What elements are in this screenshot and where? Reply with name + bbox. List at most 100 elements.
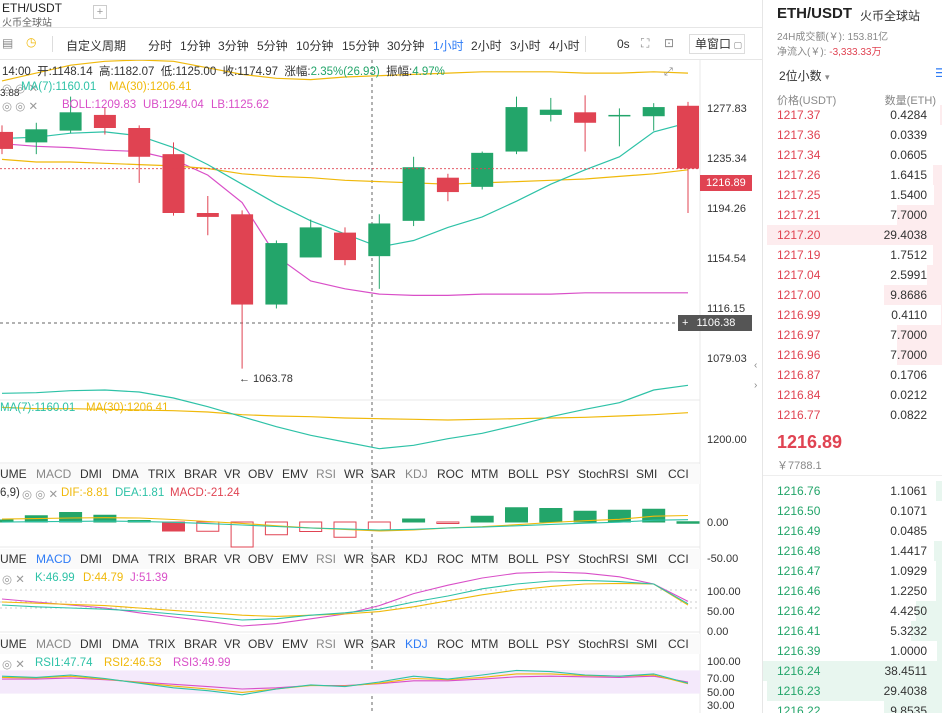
tab-vr[interactable]: VR xyxy=(224,467,241,481)
bid-row[interactable]: 1216.39 1.0000 xyxy=(763,641,942,661)
tab-roc[interactable]: ROC xyxy=(437,467,464,481)
tab-roc[interactable]: ROC xyxy=(437,552,464,566)
tab-psy[interactable]: PSY xyxy=(546,637,571,651)
bid-row[interactable]: 1216.76 1.1061 xyxy=(763,481,942,501)
tab-kdj[interactable]: KDJ xyxy=(405,552,428,566)
bid-row[interactable]: 1216.22 9.8535 xyxy=(763,701,942,713)
tab-stochrsi[interactable]: StochRSI xyxy=(578,637,629,651)
tab-smi[interactable]: SMI xyxy=(636,552,658,566)
tab-dma[interactable]: DMA xyxy=(112,552,139,566)
collapse-left-icon[interactable]: ‹ xyxy=(754,360,758,371)
period-9[interactable]: 3小时 xyxy=(510,39,541,53)
tab-psy[interactable]: PSY xyxy=(546,467,571,481)
tab-trix[interactable]: TRIX xyxy=(148,552,176,566)
chart-type-icon[interactable]: ▤ xyxy=(2,36,14,50)
tab-macd[interactable]: MACD xyxy=(36,637,72,651)
tab-kdj[interactable]: KDJ xyxy=(405,467,428,481)
tab-kdj[interactable]: KDJ xyxy=(405,637,428,651)
bid-row[interactable]: 1216.23 29.4038 xyxy=(763,681,942,701)
tab-emv[interactable]: EMV xyxy=(282,637,309,651)
period-7[interactable]: 1小时 xyxy=(433,39,464,53)
tab-boll[interactable]: BOLL xyxy=(508,467,539,481)
period-2[interactable]: 3分钟 xyxy=(218,39,249,53)
boll-settings-icon[interactable]: ◎ ◎ ✕ xyxy=(2,101,39,113)
fullscreen-icon[interactable]: ⤢ xyxy=(664,66,673,78)
tab-rsi[interactable]: RSI xyxy=(316,467,337,481)
ask-row[interactable]: 1216.99 0.4110 xyxy=(763,305,942,325)
tab-trix[interactable]: TRIX xyxy=(148,467,176,481)
ask-row[interactable]: 1216.77 0.0822 xyxy=(763,405,942,425)
period-1[interactable]: 1分钟 xyxy=(180,39,211,53)
tab-brar[interactable]: BRAR xyxy=(184,552,218,566)
ask-row[interactable]: 1216.96 7.7000 xyxy=(763,345,942,365)
ask-row[interactable]: 1217.26 1.6415 xyxy=(763,165,942,185)
bid-row[interactable]: 1216.24 38.4511 xyxy=(763,661,942,681)
period-0[interactable]: 分时 xyxy=(148,39,173,53)
clock-icon[interactable]: ◷ xyxy=(26,35,37,49)
tab-sar[interactable]: SAR xyxy=(371,552,396,566)
tab-macd[interactable]: MACD xyxy=(36,552,72,566)
ask-row[interactable]: 1217.21 7.7000 xyxy=(763,205,942,225)
tab-rsi[interactable]: RSI xyxy=(316,637,337,651)
ask-row[interactable]: 1216.97 7.7000 xyxy=(763,325,942,345)
tab-cci[interactable]: CCI xyxy=(668,637,689,651)
ask-row[interactable]: 1217.00 9.8686 xyxy=(763,285,942,305)
tab-emv[interactable]: EMV xyxy=(282,467,309,481)
tab-obv[interactable]: OBV xyxy=(248,467,274,481)
period-8[interactable]: 2小时 xyxy=(471,39,502,53)
tab-brar[interactable]: BRAR xyxy=(184,637,218,651)
bid-row[interactable]: 1216.49 0.0485 xyxy=(763,521,942,541)
period-5[interactable]: 15分钟 xyxy=(342,39,380,53)
ask-row[interactable]: 1217.34 0.0605 xyxy=(763,145,942,165)
kdj-settings-icon[interactable]: ◎ ✕ xyxy=(2,574,25,586)
tab-ume[interactable]: UME xyxy=(0,637,27,651)
ma-settings-icon[interactable]: ◎ ◎ ✕ xyxy=(2,83,39,95)
expand-icon[interactable]: ⛶ xyxy=(641,36,650,50)
tab-wr[interactable]: WR xyxy=(344,552,364,566)
period-3[interactable]: 5分钟 xyxy=(257,39,288,53)
tab-sar[interactable]: SAR xyxy=(371,637,396,651)
ask-row[interactable]: 1217.20 29.4038 xyxy=(763,225,942,245)
screenshot-icon[interactable]: ⊡ xyxy=(664,36,675,50)
rsi-settings-icon[interactable]: ◎ ✕ xyxy=(2,659,25,671)
tab-boll[interactable]: BOLL xyxy=(508,637,539,651)
tab-mtm[interactable]: MTM xyxy=(471,637,499,651)
tab-smi[interactable]: SMI xyxy=(636,467,658,481)
bid-row[interactable]: 1216.42 4.4250 xyxy=(763,601,942,621)
tab-emv[interactable]: EMV xyxy=(282,552,309,566)
bid-row[interactable]: 1216.50 0.1071 xyxy=(763,501,942,521)
window-mode-select[interactable]: 单窗口 ▢ xyxy=(689,34,745,54)
layout-icon[interactable]: ☰ xyxy=(935,66,942,80)
ask-row[interactable]: 1217.36 0.0339 xyxy=(763,125,942,145)
collapse-right-icon[interactable]: › xyxy=(754,380,758,391)
tab-obv[interactable]: OBV xyxy=(248,637,274,651)
precision-select[interactable]: 2位小数 ▾ xyxy=(779,69,830,83)
kline-chart[interactable] xyxy=(0,60,762,713)
tab-boll[interactable]: BOLL xyxy=(508,552,539,566)
tab-dma[interactable]: DMA xyxy=(112,637,139,651)
tab-dma[interactable]: DMA xyxy=(112,467,139,481)
tab-mtm[interactable]: MTM xyxy=(471,552,499,566)
tab-dmi[interactable]: DMI xyxy=(80,467,102,481)
tab-psy[interactable]: PSY xyxy=(546,552,571,566)
tab-roc[interactable]: ROC xyxy=(437,637,464,651)
ask-row[interactable]: 1217.37 0.4284 xyxy=(763,105,942,125)
tab-dmi[interactable]: DMI xyxy=(80,552,102,566)
period-4[interactable]: 10分钟 xyxy=(296,39,334,53)
tab-smi[interactable]: SMI xyxy=(636,637,658,651)
tab-brar[interactable]: BRAR xyxy=(184,467,218,481)
symbol-label[interactable]: ETH/USDT xyxy=(2,1,62,15)
tab-mtm[interactable]: MTM xyxy=(471,467,499,481)
tab-stochrsi[interactable]: StochRSI xyxy=(578,467,629,481)
tab-cci[interactable]: CCI xyxy=(668,467,689,481)
tab-ume[interactable]: UME xyxy=(0,552,27,566)
tab-stochrsi[interactable]: StochRSI xyxy=(578,552,629,566)
period-10[interactable]: 4小时 xyxy=(549,39,580,53)
ask-row[interactable]: 1217.04 2.5991 xyxy=(763,265,942,285)
tab-wr[interactable]: WR xyxy=(344,637,364,651)
tab-vr[interactable]: VR xyxy=(224,637,241,651)
ask-row[interactable]: 1216.87 0.1706 xyxy=(763,365,942,385)
macd-settings-icon[interactable]: ◎ ◎ ✕ xyxy=(22,489,59,501)
bid-row[interactable]: 1216.47 1.0929 xyxy=(763,561,942,581)
period-6[interactable]: 30分钟 xyxy=(387,39,425,53)
